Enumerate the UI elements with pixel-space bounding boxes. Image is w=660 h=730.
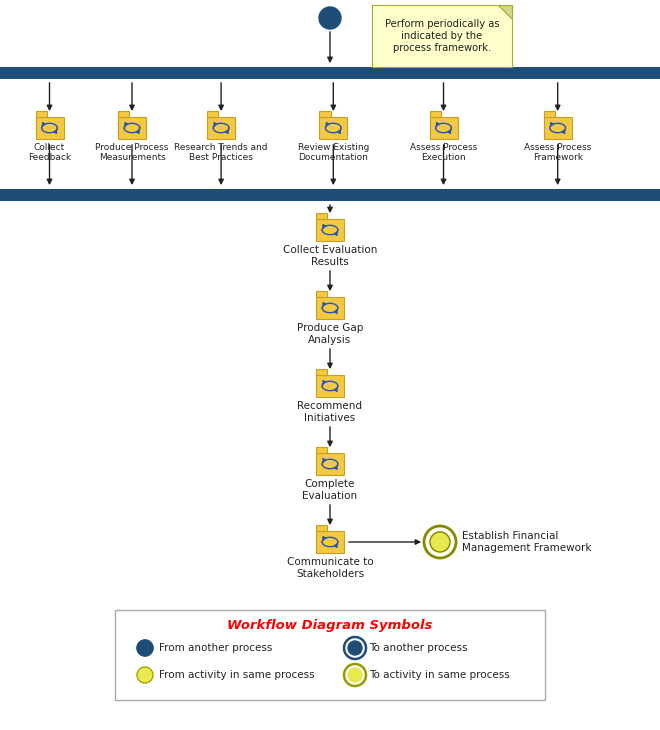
FancyBboxPatch shape: [316, 375, 344, 397]
Text: Perform periodically as
indicated by the
process framework.: Perform periodically as indicated by the…: [385, 20, 500, 53]
FancyBboxPatch shape: [207, 111, 218, 117]
FancyBboxPatch shape: [316, 525, 327, 531]
FancyBboxPatch shape: [316, 219, 344, 241]
Text: Assess Process
Execution: Assess Process Execution: [410, 143, 477, 162]
Circle shape: [319, 7, 341, 29]
Text: To activity in same process: To activity in same process: [369, 670, 510, 680]
FancyBboxPatch shape: [319, 111, 331, 117]
Text: Collect Evaluation
Results: Collect Evaluation Results: [283, 245, 377, 266]
Text: Communicate to
Stakeholders: Communicate to Stakeholders: [286, 557, 374, 579]
FancyBboxPatch shape: [316, 453, 344, 475]
Text: Recommend
Initiatives: Recommend Initiatives: [298, 401, 362, 423]
Text: To another process: To another process: [369, 643, 467, 653]
FancyBboxPatch shape: [316, 447, 327, 453]
Text: Collect
Feedback: Collect Feedback: [28, 143, 71, 162]
Circle shape: [348, 668, 362, 682]
FancyBboxPatch shape: [316, 291, 327, 297]
FancyBboxPatch shape: [0, 67, 660, 79]
Text: From another process: From another process: [159, 643, 273, 653]
FancyBboxPatch shape: [36, 117, 63, 139]
Circle shape: [424, 526, 456, 558]
Text: Review Existing
Documentation: Review Existing Documentation: [298, 143, 369, 162]
FancyBboxPatch shape: [0, 189, 660, 201]
FancyBboxPatch shape: [544, 117, 572, 139]
FancyBboxPatch shape: [207, 117, 235, 139]
Text: From activity in same process: From activity in same process: [159, 670, 315, 680]
Text: Workflow Diagram Symbols: Workflow Diagram Symbols: [227, 618, 433, 631]
Polygon shape: [498, 5, 512, 19]
Circle shape: [344, 637, 366, 659]
FancyBboxPatch shape: [36, 111, 47, 117]
FancyBboxPatch shape: [316, 369, 327, 375]
FancyBboxPatch shape: [319, 117, 347, 139]
Text: Produce Gap
Analysis: Produce Gap Analysis: [297, 323, 363, 345]
FancyBboxPatch shape: [118, 117, 146, 139]
FancyBboxPatch shape: [316, 297, 344, 319]
FancyBboxPatch shape: [430, 117, 457, 139]
FancyBboxPatch shape: [115, 610, 545, 700]
FancyBboxPatch shape: [316, 213, 327, 219]
Circle shape: [137, 667, 153, 683]
FancyBboxPatch shape: [430, 111, 441, 117]
FancyBboxPatch shape: [118, 111, 129, 117]
Text: Complete
Evaluation: Complete Evaluation: [302, 479, 358, 501]
Text: Assess Process
Framework: Assess Process Framework: [524, 143, 591, 162]
Text: Establish Financial
Management Framework: Establish Financial Management Framework: [462, 531, 591, 553]
Text: Research Trends and
Best Practices: Research Trends and Best Practices: [174, 143, 268, 162]
Circle shape: [137, 640, 153, 656]
Circle shape: [348, 641, 362, 655]
FancyBboxPatch shape: [544, 111, 555, 117]
Circle shape: [430, 532, 450, 552]
Circle shape: [344, 664, 366, 686]
FancyBboxPatch shape: [372, 5, 512, 67]
FancyBboxPatch shape: [316, 531, 344, 553]
Text: Produce Process
Measurements: Produce Process Measurements: [95, 143, 169, 162]
